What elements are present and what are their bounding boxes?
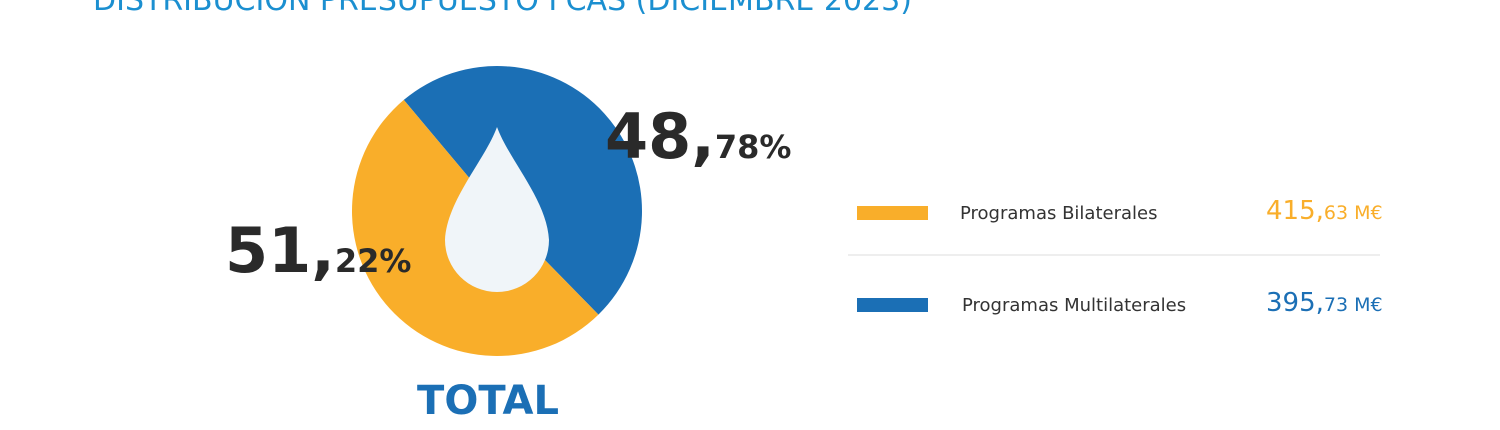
legend-amount: 415,63 M€	[1266, 196, 1383, 226]
legend: Programas Bilaterales 415,63 M€ Programas …	[857, 196, 1383, 318]
total-label: TOTAL	[417, 378, 559, 424]
chart-title: DISTRIBUCIÓN PRESUPUESTO FCAS (DICIEMBRE…	[93, 0, 912, 18]
legend-label: Programas Multilaterales	[962, 295, 1186, 316]
data-label: 51,22%	[225, 214, 411, 287]
legend-swatch	[857, 206, 928, 220]
drop-icon	[445, 127, 549, 292]
legend-swatch	[857, 298, 928, 312]
legend-label: Programas Bilaterales	[960, 203, 1157, 224]
data-label: 48,78%	[605, 100, 791, 173]
legend-amount: 395,73 M€	[1266, 288, 1383, 318]
